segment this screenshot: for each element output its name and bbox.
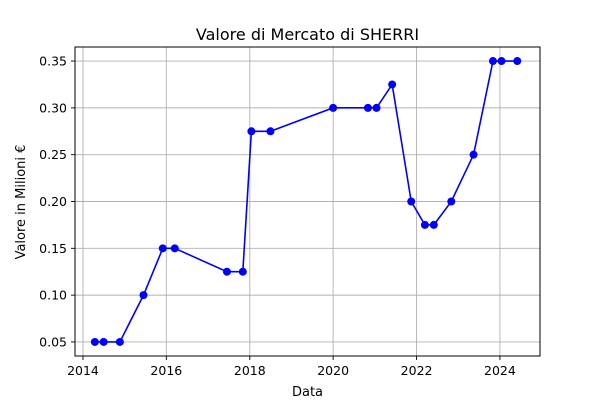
data-point <box>447 197 456 206</box>
series-line <box>94 60 518 343</box>
x-tick-label: 2024 <box>484 363 516 378</box>
data-point <box>488 57 497 66</box>
y-tick-label: 0.20 <box>39 194 67 209</box>
data-point <box>372 103 381 112</box>
y-tick-label: 0.05 <box>39 334 67 349</box>
x-tick-label: 2014 <box>67 363 99 378</box>
data-point <box>115 337 124 346</box>
data-point <box>513 57 522 66</box>
y-tick-label: 0.30 <box>39 100 67 115</box>
data-point <box>170 244 179 253</box>
x-axis-label: Data <box>292 385 323 400</box>
data-point <box>388 80 397 89</box>
grid <box>75 47 540 356</box>
data-point <box>329 103 338 112</box>
data-point <box>266 127 275 136</box>
y-tick-label: 0.35 <box>39 54 67 69</box>
data-point <box>420 220 429 229</box>
x-tick-label: 2018 <box>234 363 266 378</box>
data-point <box>90 337 99 346</box>
series-markers <box>90 57 522 346</box>
y-axis-label: Valore in Milioni € <box>14 145 29 260</box>
y-tick-label: 0.10 <box>39 288 67 303</box>
data-point <box>429 220 438 229</box>
data-point <box>363 103 372 112</box>
data-point <box>497 57 506 66</box>
data-point <box>469 150 478 159</box>
y-axis-ticks: 0.05 0.10 0.15 0.20 0.25 0.30 0.35 <box>39 54 75 349</box>
data-point <box>247 127 256 136</box>
series-line-group <box>94 60 518 343</box>
x-axis-ticks: 2014 2016 2018 2020 2022 2024 <box>67 356 516 378</box>
data-point <box>238 267 247 276</box>
x-tick-label: 2016 <box>150 363 182 378</box>
x-tick-label: 2020 <box>317 363 349 378</box>
y-tick-label: 0.25 <box>39 147 67 162</box>
data-point <box>222 267 231 276</box>
data-point <box>99 337 108 346</box>
y-tick-label: 0.15 <box>39 241 67 256</box>
x-tick-label: 2022 <box>401 363 433 378</box>
data-point <box>158 244 167 253</box>
data-point <box>139 291 148 300</box>
data-point <box>407 197 416 206</box>
chart-title: Valore di Mercato di SHERRI <box>196 25 419 44</box>
